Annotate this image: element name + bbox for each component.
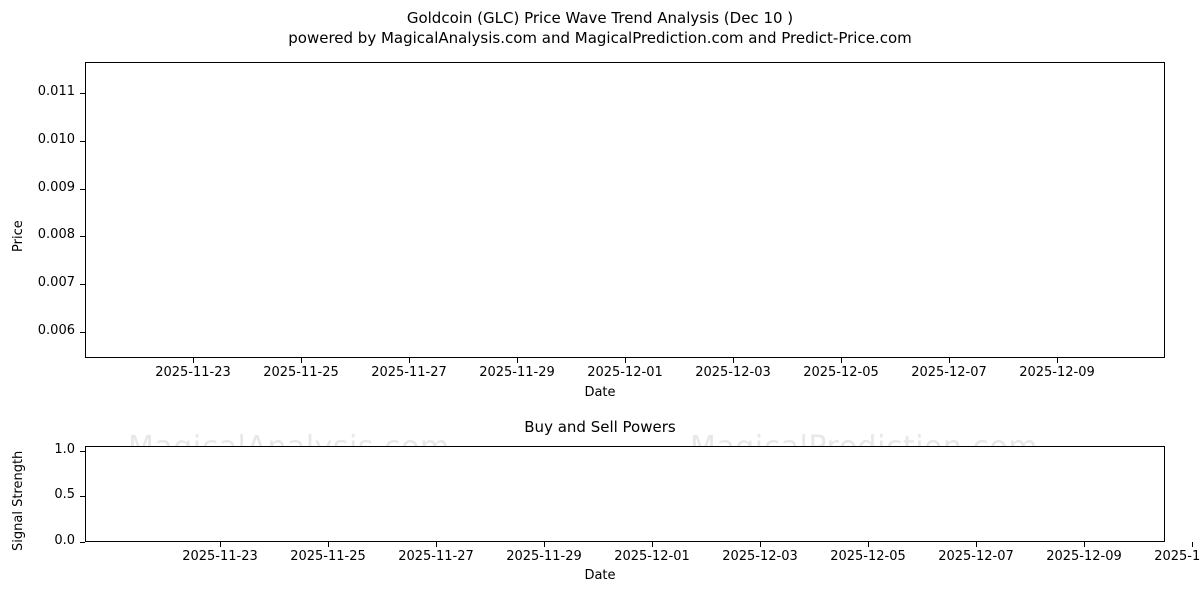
bar-x-tick-mark <box>436 542 438 547</box>
bar-x-tick-mark <box>220 542 222 547</box>
bar-y-tick-mark <box>80 542 85 544</box>
bar-x-tick-label: 2025-11-29 <box>506 549 582 564</box>
bar-y-tick-mark <box>80 496 85 498</box>
price-x-tick-label: 2025-11-27 <box>371 365 447 380</box>
bar-plot-frame <box>85 446 1165 542</box>
price-x-tick-label: 2025-12-03 <box>695 365 771 380</box>
bar-x-tick-label: 2025-12-01 <box>614 549 690 564</box>
price-y-tick-label: 0.007 <box>37 275 75 290</box>
bar-x-axis-title: Date <box>584 568 616 583</box>
price-y-tick-label: 0.008 <box>37 227 75 243</box>
bar-chart-title: Buy and Sell Powers <box>524 418 676 436</box>
price-y-tick-mark <box>80 331 85 333</box>
bar-x-tick-label: 2025-11-23 <box>182 549 258 564</box>
bar-x-tick-mark <box>652 542 654 547</box>
price-x-tick-mark <box>841 358 843 363</box>
price-x-tick-mark <box>949 358 951 363</box>
price-x-tick-mark <box>733 358 735 363</box>
price-y-axis-title: Price <box>11 220 26 252</box>
price-x-tick-label: 2025-11-23 <box>155 365 231 380</box>
price-x-tick-mark <box>301 358 303 363</box>
price-x-axis-title: Date <box>584 385 616 400</box>
bar-x-tick-mark <box>760 542 762 547</box>
title-block: Goldcoin (GLC) Price Wave Trend Analysis… <box>0 8 1200 49</box>
price-y-tick-mark <box>80 93 85 95</box>
bar-x-tick-mark <box>328 542 330 547</box>
buy-sell-powers-panel: Signal Strength <box>11 446 1165 551</box>
price-y-tick-label: 0.011 <box>37 84 75 100</box>
price-y-tick-mark <box>80 284 85 286</box>
price-x-tick-label: 2025-11-29 <box>479 365 555 380</box>
bar-x-tick-label: 2025-12-07 <box>938 549 1014 564</box>
bar-x-tick-label: 2025-11-27 <box>398 549 474 564</box>
bar-x-tick-mark <box>976 542 978 547</box>
price-x-tick-label: 2025-12-07 <box>911 365 987 380</box>
bar-x-tick-mark <box>868 542 870 547</box>
bar-x-tick-mark <box>1084 542 1086 547</box>
bar-x-tick-label: 2025-12-05 <box>830 549 906 564</box>
price-x-tick-label: 2025-11-25 <box>263 365 339 380</box>
price-x-tick-mark <box>517 358 519 363</box>
bar-x-tick-label: 2025-12-03 <box>722 549 798 564</box>
price-x-tick-label: 2025-12-01 <box>587 365 663 380</box>
bar-y-tick-label: 0.0 <box>54 533 75 548</box>
page-title: Goldcoin (GLC) Price Wave Trend Analysis… <box>406 9 794 27</box>
bar-x-tick-label: 2025-12-11 <box>1154 549 1200 564</box>
bar-x-tick-label: 2025-12-09 <box>1046 549 1122 564</box>
price-x-tick-mark <box>625 358 627 363</box>
price-y-tick-mark <box>80 236 85 238</box>
price-plot-frame <box>85 62 1165 358</box>
price-y-tick-label: 0.006 <box>37 322 75 338</box>
bar-x-tick-label: 2025-11-25 <box>290 549 366 564</box>
price-y-tick-label: 0.009 <box>37 179 75 195</box>
price-y-tick-label: 0.010 <box>37 131 75 147</box>
bar-y-tick-mark <box>80 450 85 452</box>
price-y-tick-mark <box>80 188 85 190</box>
bar-y-tick-label: 1.0 <box>54 441 75 457</box>
bar-x-tick-mark <box>544 542 546 547</box>
page-subtitle: powered by MagicalAnalysis.com and Magic… <box>288 29 912 47</box>
price-x-tick-label: 2025-12-05 <box>803 365 879 380</box>
price-chart-panel: Price <box>11 62 1165 358</box>
bar-y-axis-title: Signal Strength <box>11 450 26 551</box>
price-x-tick-mark <box>193 358 195 363</box>
price-y-tick-mark <box>80 140 85 142</box>
price-x-tick-mark <box>1057 358 1059 363</box>
bar-x-tick-mark <box>1192 542 1194 547</box>
price-x-tick-mark <box>409 358 411 363</box>
bar-y-tick-label: 0.5 <box>54 487 75 503</box>
price-x-tick-label: 2025-12-09 <box>1019 365 1095 380</box>
